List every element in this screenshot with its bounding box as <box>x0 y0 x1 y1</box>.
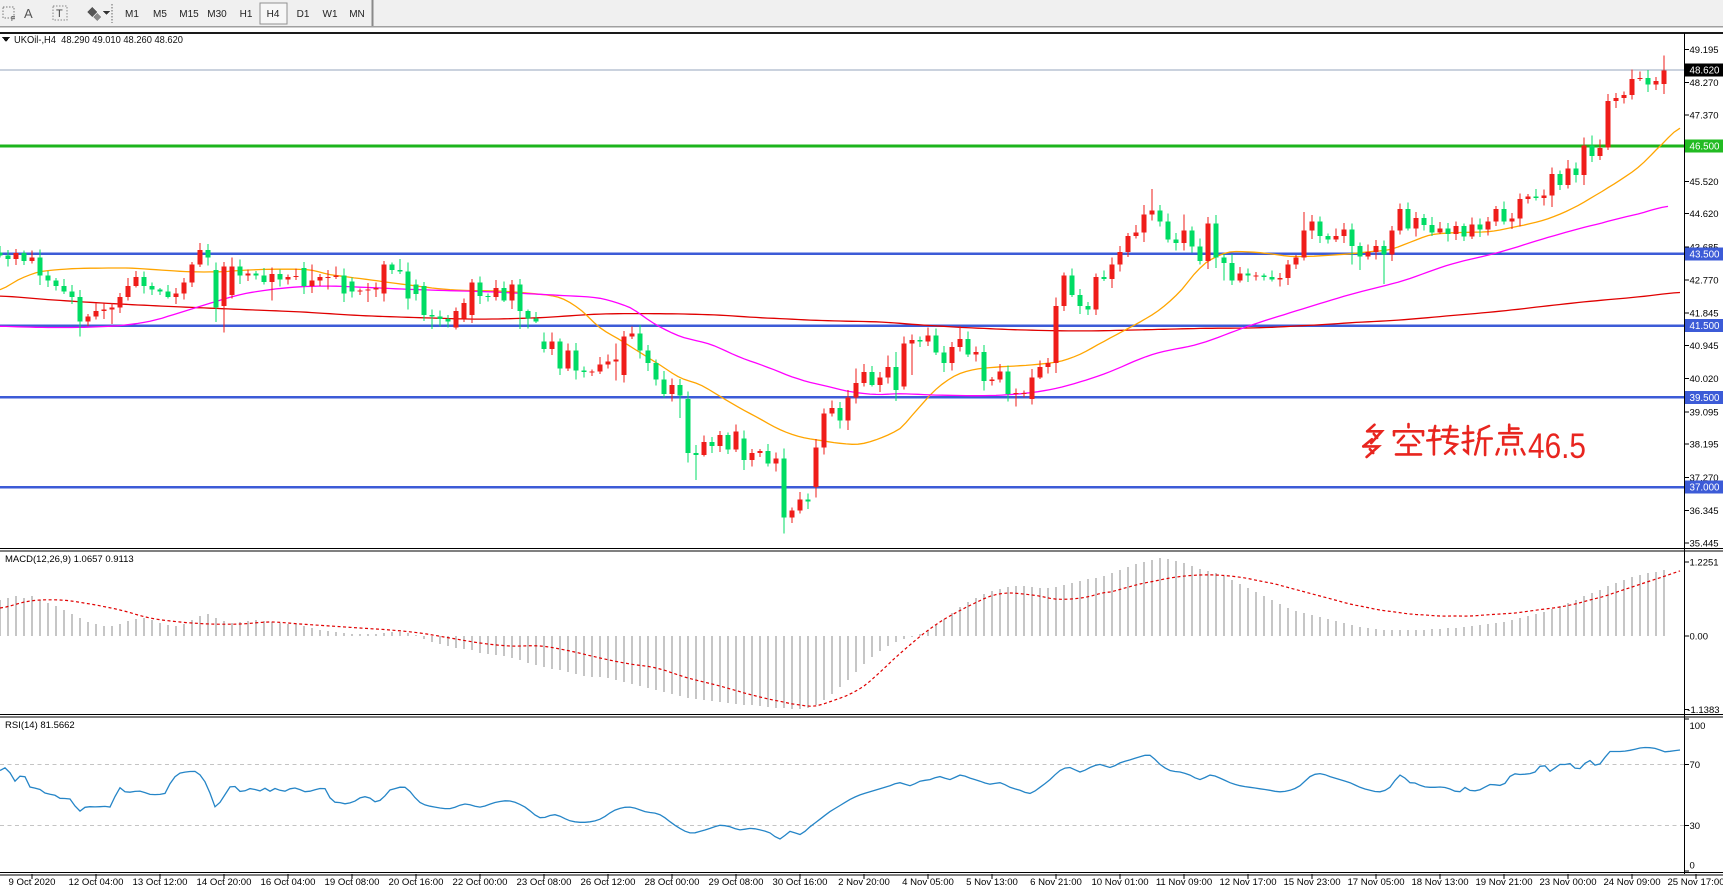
svg-text:40.020: 40.020 <box>1690 374 1719 385</box>
svg-text:0: 0 <box>1690 860 1695 871</box>
svg-text:45.520: 45.520 <box>1690 177 1719 188</box>
svg-text:41.845: 41.845 <box>1690 309 1719 320</box>
svg-text:36.345: 36.345 <box>1690 506 1719 517</box>
svg-text:20 Oct 16:00: 20 Oct 16:00 <box>389 877 444 888</box>
svg-text:38.195: 38.195 <box>1690 440 1719 451</box>
svg-text:22 Oct 00:00: 22 Oct 00:00 <box>453 877 508 888</box>
svg-text:44.620: 44.620 <box>1690 209 1719 220</box>
svg-text:M30: M30 <box>207 9 227 20</box>
svg-text:48.620: 48.620 <box>1690 66 1721 77</box>
svg-text:MACD(12,26,9) 1.0657 0.9113: MACD(12,26,9) 1.0657 0.9113 <box>5 554 134 565</box>
svg-text:11 Nov 09:00: 11 Nov 09:00 <box>1156 877 1212 888</box>
svg-text:UKOil-,H4 48.290 49.010 48.26: UKOil-,H4 48.290 49.010 48.260 48.620 <box>14 34 183 46</box>
svg-text:70: 70 <box>1690 760 1701 771</box>
svg-text:23 Nov 00:00: 23 Nov 00:00 <box>1539 877 1596 888</box>
svg-text:28 Oct 00:00: 28 Oct 00:00 <box>645 877 700 888</box>
svg-text:29 Oct 08:00: 29 Oct 08:00 <box>709 877 764 888</box>
svg-text:41.500: 41.500 <box>1690 321 1721 332</box>
svg-text:100: 100 <box>1690 721 1706 732</box>
svg-text:5 Nov 13:00: 5 Nov 13:00 <box>966 877 1018 888</box>
svg-text:24 Nov 09:00: 24 Nov 09:00 <box>1603 877 1660 888</box>
svg-text:14 Oct 20:00: 14 Oct 20:00 <box>197 877 252 888</box>
svg-text:16 Oct 04:00: 16 Oct 04:00 <box>261 877 316 888</box>
svg-text:MN: MN <box>349 9 365 20</box>
svg-text:18 Nov 13:00: 18 Nov 13:00 <box>1411 877 1468 888</box>
svg-text:M1: M1 <box>125 9 139 20</box>
svg-text:43.500: 43.500 <box>1690 249 1721 260</box>
svg-text:23 Oct 08:00: 23 Oct 08:00 <box>517 877 572 888</box>
svg-text:1.2251: 1.2251 <box>1690 558 1719 569</box>
svg-text:25 Nov 17:00: 25 Nov 17:00 <box>1667 877 1723 888</box>
svg-text:42.770: 42.770 <box>1690 276 1719 287</box>
svg-text:12 Nov 17:00: 12 Nov 17:00 <box>1219 877 1276 888</box>
svg-text:30 Oct 16:00: 30 Oct 16:00 <box>773 877 828 888</box>
svg-text:46.500: 46.500 <box>1690 142 1721 153</box>
svg-text:M15: M15 <box>179 9 199 20</box>
svg-text:F: F <box>11 16 15 23</box>
svg-text:40.945: 40.945 <box>1690 341 1719 352</box>
svg-text:-1.1383: -1.1383 <box>1687 705 1719 716</box>
svg-text:RSI(14) 81.5662: RSI(14) 81.5662 <box>5 720 75 731</box>
svg-text:10 Nov 01:00: 10 Nov 01:00 <box>1091 877 1148 888</box>
svg-text:D1: D1 <box>297 9 310 20</box>
svg-text:17 Nov 05:00: 17 Nov 05:00 <box>1347 877 1404 888</box>
svg-text:39.095: 39.095 <box>1690 407 1719 418</box>
svg-text:37.000: 37.000 <box>1690 483 1721 494</box>
svg-text:13 Oct 12:00: 13 Oct 12:00 <box>133 877 188 888</box>
svg-text:19 Oct 08:00: 19 Oct 08:00 <box>325 877 380 888</box>
svg-text:35.445: 35.445 <box>1690 538 1719 549</box>
svg-text:2 Nov 20:00: 2 Nov 20:00 <box>838 877 890 888</box>
svg-text:4 Nov 05:00: 4 Nov 05:00 <box>902 877 954 888</box>
svg-text:49.195: 49.195 <box>1690 45 1719 56</box>
svg-text:19 Nov 21:00: 19 Nov 21:00 <box>1475 877 1532 888</box>
svg-text:H1: H1 <box>240 9 253 20</box>
svg-text:39.500: 39.500 <box>1690 393 1721 404</box>
svg-text:26 Oct 12:00: 26 Oct 12:00 <box>581 877 636 888</box>
svg-text:T: T <box>56 8 63 20</box>
svg-text:6 Nov 21:00: 6 Nov 21:00 <box>1030 877 1082 888</box>
svg-text:30: 30 <box>1690 821 1701 832</box>
svg-text:37.270: 37.270 <box>1690 473 1719 484</box>
svg-text:15 Nov 23:00: 15 Nov 23:00 <box>1283 877 1340 888</box>
svg-text:46.5: 46.5 <box>1528 427 1586 466</box>
svg-text:M5: M5 <box>153 9 167 20</box>
svg-text:12 Oct 04:00: 12 Oct 04:00 <box>69 877 124 888</box>
svg-text:W1: W1 <box>323 9 338 20</box>
svg-text:0.00: 0.00 <box>1690 632 1709 643</box>
svg-text:H4: H4 <box>267 9 280 20</box>
svg-text:47.370: 47.370 <box>1690 110 1719 121</box>
svg-text:48.270: 48.270 <box>1690 78 1719 89</box>
svg-text:9 Oct 2020: 9 Oct 2020 <box>9 877 56 888</box>
svg-text:A: A <box>24 6 33 21</box>
